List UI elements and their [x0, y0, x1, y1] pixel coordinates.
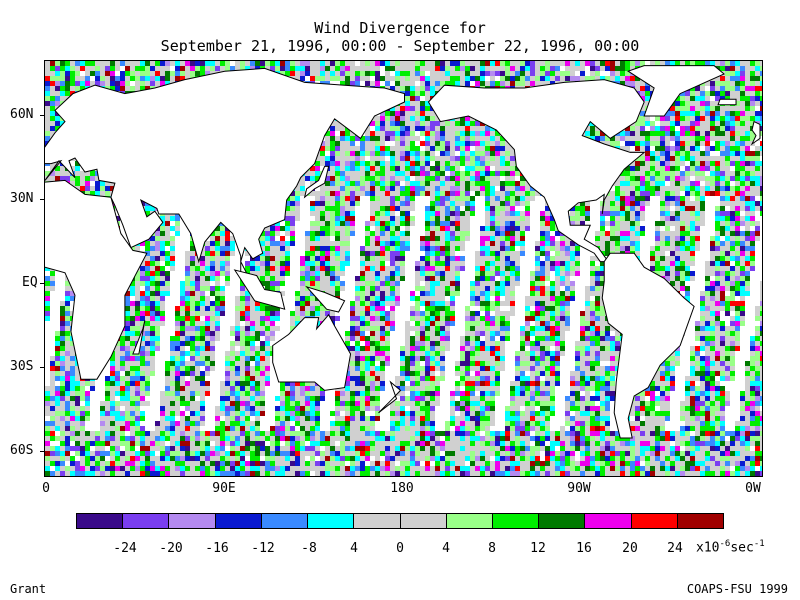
landmass	[233, 269, 286, 310]
lon-label-180: 180	[390, 481, 414, 496]
colorbar-tick-label: -20	[159, 541, 183, 556]
units-prefix: x10	[696, 540, 720, 556]
colorbar-tick-label: 0	[396, 541, 404, 556]
lat-tick	[40, 367, 44, 368]
colorbar-tick-label: 8	[488, 541, 496, 556]
lon-label-0: 0	[42, 481, 50, 496]
landmass	[45, 179, 148, 380]
colorbar-swatch	[446, 514, 493, 528]
author-credit: Grant	[10, 582, 47, 596]
colorbar-swatch	[308, 514, 355, 528]
colorbar-units: x10-6sec-1	[696, 539, 765, 555]
colorbar-tick-label: 24	[667, 541, 683, 556]
colorbar-swatch	[677, 514, 724, 528]
lat-tick	[40, 283, 44, 284]
colorbar-swatch	[354, 514, 401, 528]
landmass	[601, 252, 695, 439]
units-exponent: -6	[719, 539, 731, 549]
lat-tick	[40, 115, 44, 116]
units-exponent2: -1	[753, 539, 765, 549]
lat-label-30s: 30S	[10, 359, 34, 374]
units-suffix: sec	[730, 540, 754, 556]
landmass	[132, 320, 146, 355]
colorbar-tick-label: 16	[576, 541, 592, 556]
landmass	[303, 165, 330, 199]
lat-tick	[40, 451, 44, 452]
map-title-line2: September 21, 1996, 00:00 - September 22…	[160, 37, 640, 55]
colorbar-tick-label: -12	[251, 541, 275, 556]
landmass	[45, 67, 405, 282]
colorbar-swatch	[631, 514, 678, 528]
colorbar-tick-label: -24	[113, 541, 137, 556]
landmass	[305, 285, 346, 313]
colorbar-tick-label: -16	[205, 541, 229, 556]
colorbar-swatch	[123, 514, 170, 528]
colorbar-swatch	[400, 514, 447, 528]
colorbar-swatch	[539, 514, 586, 528]
lat-label-60s: 60S	[10, 443, 34, 458]
map-canvas	[45, 61, 762, 476]
lat-label-30n: 30N	[10, 191, 34, 206]
colorbar-swatch	[77, 514, 124, 528]
colorbar-swatch	[585, 514, 632, 528]
lon-label-90w: 90W	[567, 481, 591, 496]
lon-label-90e: 90E	[212, 481, 236, 496]
colorbar-tick-label: 4	[442, 541, 450, 556]
colorbar-tick-label: 12	[530, 541, 546, 556]
colorbar	[76, 513, 724, 529]
landmass	[750, 120, 761, 146]
colorbar-swatch	[492, 514, 540, 528]
colorbar-tick-label: -8	[301, 541, 317, 556]
landmass	[717, 98, 737, 106]
colorbar-swatch	[215, 514, 262, 528]
lat-tick	[40, 199, 44, 200]
map-title-line1: Wind Divergence for	[314, 19, 486, 37]
landmass	[272, 313, 352, 391]
lat-label-60n: 60N	[10, 107, 34, 122]
colorbar-tick-label: 20	[622, 541, 638, 556]
landmass	[378, 380, 402, 414]
land-masses	[45, 65, 761, 439]
lon-label-0w: 0W	[745, 481, 761, 496]
landmass	[627, 65, 725, 117]
divergence-map	[44, 60, 763, 477]
organization-credit: COAPS-FSU 1999	[686, 582, 788, 596]
colorbar-swatch	[261, 514, 309, 528]
colorbar-swatch	[169, 514, 216, 528]
lat-label-eq: EQ	[22, 275, 38, 290]
colorbar-tick-label: 4	[350, 541, 358, 556]
landmass	[427, 79, 646, 263]
